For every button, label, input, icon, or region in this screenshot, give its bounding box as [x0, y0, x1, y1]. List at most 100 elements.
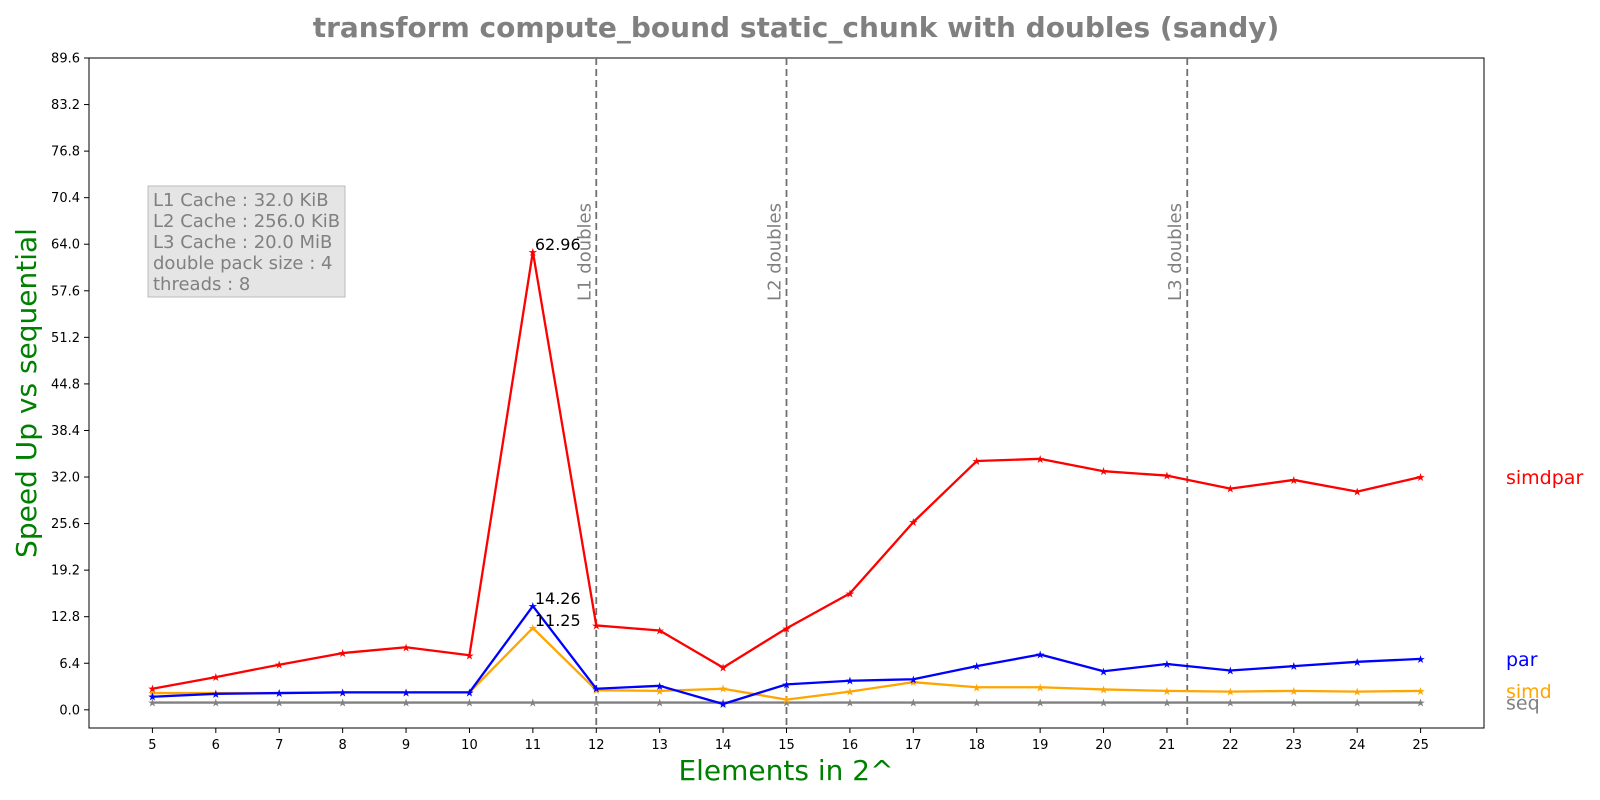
- x-tick-label: 17: [905, 738, 922, 753]
- data-point-seq: ★: [1225, 697, 1235, 710]
- data-point-seq: ★: [1352, 697, 1362, 710]
- y-tick-label: 89.6: [51, 52, 80, 67]
- x-tick-label: 21: [1159, 738, 1176, 753]
- data-point-par: ★: [1162, 658, 1172, 671]
- y-tick-label: 44.8: [51, 377, 80, 392]
- y-tick-label: 19.2: [51, 564, 80, 579]
- x-tick-label: 12: [588, 738, 605, 753]
- data-point-par: ★: [972, 660, 982, 673]
- data-point-par: ★: [1099, 665, 1109, 678]
- data-point-simd: ★: [1352, 686, 1362, 699]
- data-point-simd: ★: [1099, 683, 1109, 696]
- data-point-par: ★: [274, 687, 284, 700]
- data-point-simdpar: ★: [718, 662, 728, 675]
- data-point-simdpar: ★: [401, 641, 411, 654]
- x-tick-label: 8: [338, 738, 346, 753]
- y-tick-label: 6.4: [59, 657, 80, 672]
- x-tick-label: 19: [1032, 738, 1049, 753]
- data-point-simdpar: ★: [147, 683, 157, 696]
- data-point-simd: ★: [655, 685, 665, 698]
- data-point-simdpar: ★: [1416, 471, 1426, 484]
- y-tick-label: 51.2: [51, 331, 80, 346]
- data-point-seq: ★: [465, 697, 475, 710]
- x-tick-label: 9: [402, 738, 410, 753]
- cache-line-label: L2 doubles: [765, 203, 786, 301]
- data-point-simd: ★: [782, 694, 792, 707]
- data-point-simdpar: ★: [338, 647, 348, 660]
- y-tick-label: 12.8: [51, 610, 80, 625]
- series-lines: ★ ★ ★ ★ ★ ★ ★ ★ ★ ★ ★ ★ ★ ★ ★ ★ ★ ★ ★ ★ ★★ ★ ★ ★ ★ ★★★ ★ ★★★★ ★ ★ ★ ★ ★ ★…: [147, 246, 1425, 711]
- series-label-simd: simd: [1506, 681, 1552, 703]
- data-point-simdpar: ★: [274, 659, 284, 672]
- cache-size-markers: L1 doubles L2 doubles L3 doubles: [574, 58, 1189, 728]
- data-point-seq: ★: [1289, 697, 1299, 710]
- series-label-seq: seq: [1506, 693, 1540, 715]
- y-tick-label: 25.6: [51, 517, 80, 532]
- x-tick-label: 15: [778, 738, 795, 753]
- x-tick-label: 6: [212, 738, 220, 753]
- info-box-line: L1 Cache : 32.0 KiB: [153, 190, 329, 211]
- x-tick-label: 5: [148, 738, 156, 753]
- data-point-simdpar: ★: [1099, 465, 1109, 478]
- data-point-simdpar: ★: [1352, 486, 1362, 499]
- data-point-par: ★: [655, 680, 665, 693]
- y-axis: 0.0 6.4 12.8 19.2 25.6 32.0 38.4 44.8 51.2 57.6 64…: [51, 52, 89, 718]
- x-tick-label: 25: [1412, 738, 1429, 753]
- x-tick-label: 18: [968, 738, 985, 753]
- data-point-seq: ★: [147, 697, 157, 710]
- data-point-simdpar: ★: [1162, 470, 1172, 483]
- data-point-seq: ★: [1162, 697, 1172, 710]
- series-line-simdpar: [152, 250, 1421, 690]
- series-label-simdpar: simdpar: [1506, 467, 1583, 489]
- data-point-par: ★: [211, 688, 221, 701]
- data-point-simdpar: ★: [1289, 474, 1299, 487]
- data-point-par: ★: [401, 686, 411, 699]
- data-point-simdpar: ★: [655, 625, 665, 638]
- x-tick-label: 14: [715, 738, 732, 753]
- x-tick-label: 22: [1222, 738, 1239, 753]
- data-point-simdpar: ★: [1035, 453, 1045, 466]
- data-point-seq: ★: [782, 697, 792, 710]
- peak-value-label: 11.25: [535, 611, 581, 630]
- y-tick-label: 38.4: [51, 424, 80, 439]
- data-point-seq: ★: [908, 697, 918, 710]
- data-point-seq: ★: [591, 697, 601, 710]
- data-point-par: ★: [782, 678, 792, 691]
- y-tick-label: 76.8: [51, 145, 80, 160]
- data-point-seq: ★: [401, 697, 411, 710]
- info-box-line: L2 Cache : 256.0 KiB: [153, 211, 340, 232]
- peak-annotations: 62.96 14.26 11.25: [535, 235, 581, 630]
- data-point-par: ★: [465, 686, 475, 699]
- x-axis-title: Elements in 2^: [678, 754, 893, 787]
- data-point-par: ★: [1035, 649, 1045, 662]
- series-line-par: [152, 604, 1421, 706]
- data-point-seq: ★: [972, 697, 982, 710]
- x-tick-label: 10: [461, 738, 478, 753]
- data-point-seq: ★: [1099, 697, 1109, 710]
- data-point-seq: ★: [274, 697, 284, 710]
- data-point-simdpar: ★: [845, 587, 855, 600]
- y-tick-label: 0.0: [59, 703, 80, 718]
- data-point-par: ★: [718, 698, 728, 711]
- data-point-simdpar: ★: [528, 246, 538, 259]
- y-axis-title: Speed Up vs sequential: [10, 228, 43, 558]
- data-point-seq: ★: [528, 697, 538, 710]
- data-point-simd: ★: [1035, 681, 1045, 694]
- data-point-simdpar: ★: [591, 619, 601, 632]
- cache-line-label: L1 doubles: [574, 203, 595, 301]
- data-point-simd: ★: [147, 687, 157, 700]
- y-tick-label: 32.0: [51, 471, 80, 486]
- data-point-simd: ★: [845, 686, 855, 699]
- data-point-par: ★: [591, 683, 601, 696]
- x-tick-label: 23: [1285, 738, 1302, 753]
- data-point-par: ★: [908, 673, 918, 686]
- info-box-line: threads : 8: [153, 274, 250, 295]
- data-point-seq: ★: [1035, 697, 1045, 710]
- x-tick-label: 24: [1349, 738, 1366, 753]
- y-tick-label: 57.6: [51, 284, 80, 299]
- info-box-background: [147, 185, 346, 298]
- data-point-simdpar: ★: [782, 622, 792, 635]
- x-tick-label: 20: [1095, 738, 1112, 753]
